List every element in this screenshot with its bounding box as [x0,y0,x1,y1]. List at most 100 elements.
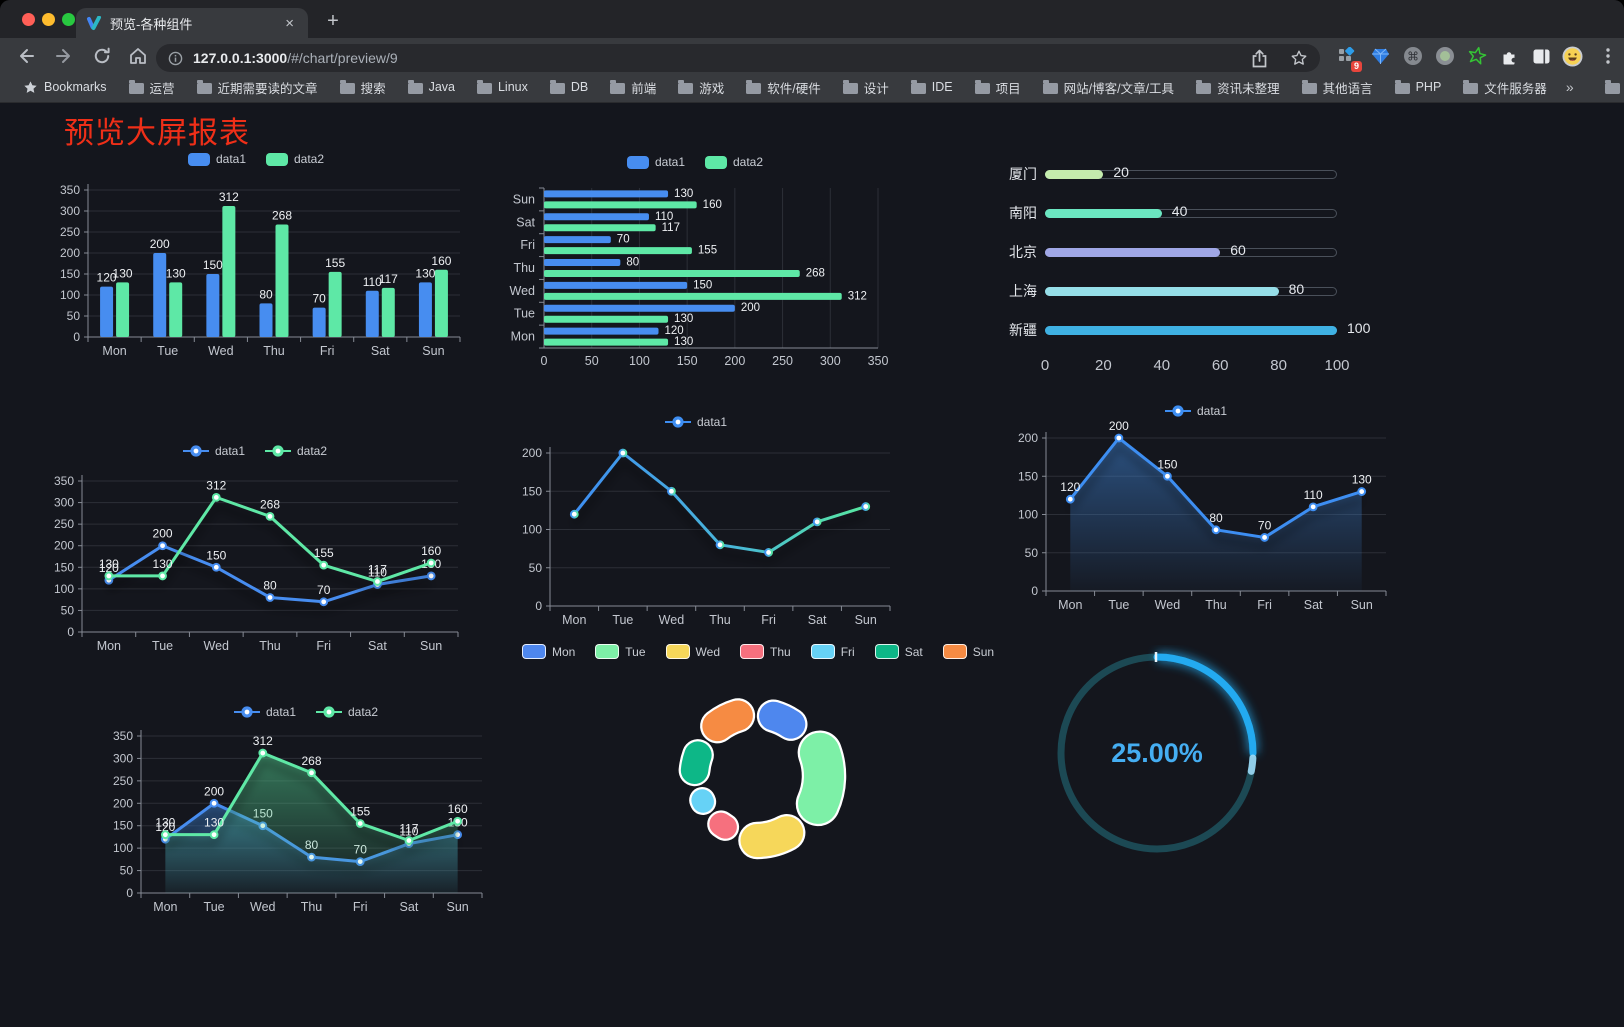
legend-item-Thu[interactable]: Thu [740,644,791,659]
chart-line-two-series: data1 data2 0 50 100 150 200 250 300 350 Mon Tue Wed… [40,440,470,668]
svg-text:50: 50 [120,864,134,878]
svg-text:150: 150 [1157,457,1177,471]
home-icon[interactable] [126,45,150,67]
bookmarks-bar: Bookmarks 运营 近期需要读的文章 搜索 Java Linux DB 前端 游戏 软件/… [0,72,1624,103]
extension-gem-icon[interactable] [1368,45,1392,67]
bookmark-item[interactable]: 设计 [834,75,898,100]
legend-item-data1[interactable]: data1 [664,415,727,429]
svg-text:155: 155 [698,245,717,257]
close-window-button[interactable] [22,13,35,26]
bookmark-item[interactable]: 近期需要读的文章 [188,75,327,100]
svg-text:130: 130 [166,266,186,280]
extension-green-star-icon[interactable] [1465,45,1489,67]
legend-label: Tue [625,644,646,659]
legend-item-data1[interactable]: data1 [182,444,245,458]
bookmark-item[interactable]: DB [541,77,597,97]
svg-text:110: 110 [1304,488,1323,502]
back-icon[interactable] [14,45,38,67]
legend-item-data2[interactable]: data2 [316,705,378,719]
bookmark-item[interactable]: 游戏 [669,75,733,100]
legend-item-Fri[interactable]: Fri [810,644,855,659]
bookmark-item[interactable]: 文件服务器 [1454,75,1556,100]
progress-track [1045,287,1337,296]
bookmark-item[interactable]: IDE [902,77,962,97]
legend-item-data2[interactable]: data2 [705,155,763,169]
bookmark-item[interactable]: 网站/博客/文章/工具 [1034,75,1183,100]
legend-item-Mon[interactable]: Mon [521,644,575,659]
legend-item-Wed[interactable]: Wed [665,644,720,659]
progress-row-label: 北京 [1009,244,1037,260]
bookmark-item[interactable]: Linux [468,77,537,97]
reload-icon[interactable] [90,45,114,67]
maximize-window-button[interactable] [62,13,75,26]
legend-marker [664,416,691,428]
tab-title: 预览-各种组件 [110,16,193,32]
svg-text:312: 312 [206,478,226,492]
extension-command-icon[interactable]: ⌘ [1401,45,1425,67]
bookmark-label: 其他语言 [1322,81,1373,96]
folder-icon [1042,80,1058,94]
svg-text:100: 100 [522,523,542,537]
legend-marker [705,155,727,169]
bookmarks-manager[interactable]: Bookmarks [14,77,116,98]
svg-text:120: 120 [97,271,117,285]
legend-label: data2 [294,152,325,166]
legend-label: data1 [1196,404,1228,418]
bookmark-item[interactable]: 前端 [601,75,665,100]
bookmark-item[interactable]: 运营 [120,75,184,100]
bookmark-item[interactable]: 资讯未整理 [1187,75,1289,100]
svg-text:130: 130 [674,188,693,200]
legend-item-data2[interactable]: data2 [266,152,324,166]
extension-sidepanel-icon[interactable] [1529,45,1553,67]
minimize-window-button[interactable] [42,13,55,26]
legend-marker [874,644,899,659]
bookmarks-overflow-chevron[interactable]: » [1565,79,1574,95]
legend-item-data2[interactable]: data2 [265,444,327,458]
svg-text:0: 0 [1031,584,1038,598]
bookmark-item[interactable]: PHP [1386,77,1451,97]
svg-text:Sat: Sat [400,900,419,914]
folder-icon [974,80,990,94]
bookmark-item[interactable]: Java [399,77,464,97]
bookmark-star-icon[interactable] [1290,49,1308,67]
legend-item-data1[interactable]: data1 [626,155,685,169]
svg-text:50: 50 [1025,546,1039,560]
legend-item-Tue[interactable]: Tue [595,644,646,659]
new-tab-button[interactable]: + [327,10,339,32]
legend-item-data1[interactable]: data1 [187,152,246,166]
bookmark-label: Java [428,80,455,94]
progress-value: 60 [1230,242,1246,258]
extension-puzzle-icon[interactable] [1497,45,1521,67]
extension-emoji-icon[interactable] [1560,45,1584,67]
tab-close-icon[interactable]: × [285,14,294,32]
progress-value: 20 [1113,164,1129,180]
legend-item-Sun[interactable]: Sun [942,644,994,659]
page-title: 预览大屏报表 [64,117,250,150]
svg-text:350: 350 [54,474,74,488]
folder-icon [549,80,565,94]
extension-record-icon[interactable] [1433,45,1457,67]
share-icon[interactable] [1251,49,1268,68]
svg-text:200: 200 [741,302,760,314]
svg-text:150: 150 [54,560,74,574]
forward-icon[interactable] [52,45,76,67]
bookmark-item[interactable]: 项目 [966,75,1030,100]
legend-item-Sat[interactable]: Sat [874,644,923,659]
legend-item-data1[interactable]: data1 [233,705,296,719]
legend-item-data1[interactable]: data1 [1164,404,1228,418]
extension-grid-icon[interactable]: 9 [1334,45,1362,72]
svg-text:70: 70 [1258,518,1272,532]
bookmark-item[interactable]: 搜索 [331,75,395,100]
url-bar[interactable]: 127.0.0.1:3000/#/chart/preview/9 [156,44,1320,72]
browser-tab[interactable]: 预览-各种组件 × [76,8,308,38]
bookmark-item[interactable]: 其他语言 [1293,75,1382,100]
site-info-icon[interactable] [168,51,183,66]
bookmark-item[interactable]: 软件/硬件 [737,75,829,100]
svg-text:Sat: Sat [371,344,390,358]
bookmark-label: 运营 [149,81,175,96]
browser-menu-icon[interactable] [1596,45,1620,67]
svg-text:0: 0 [73,330,80,344]
other-bookmarks[interactable]: 其他书签 [1596,75,1624,100]
legend-label: data1 [214,444,245,458]
